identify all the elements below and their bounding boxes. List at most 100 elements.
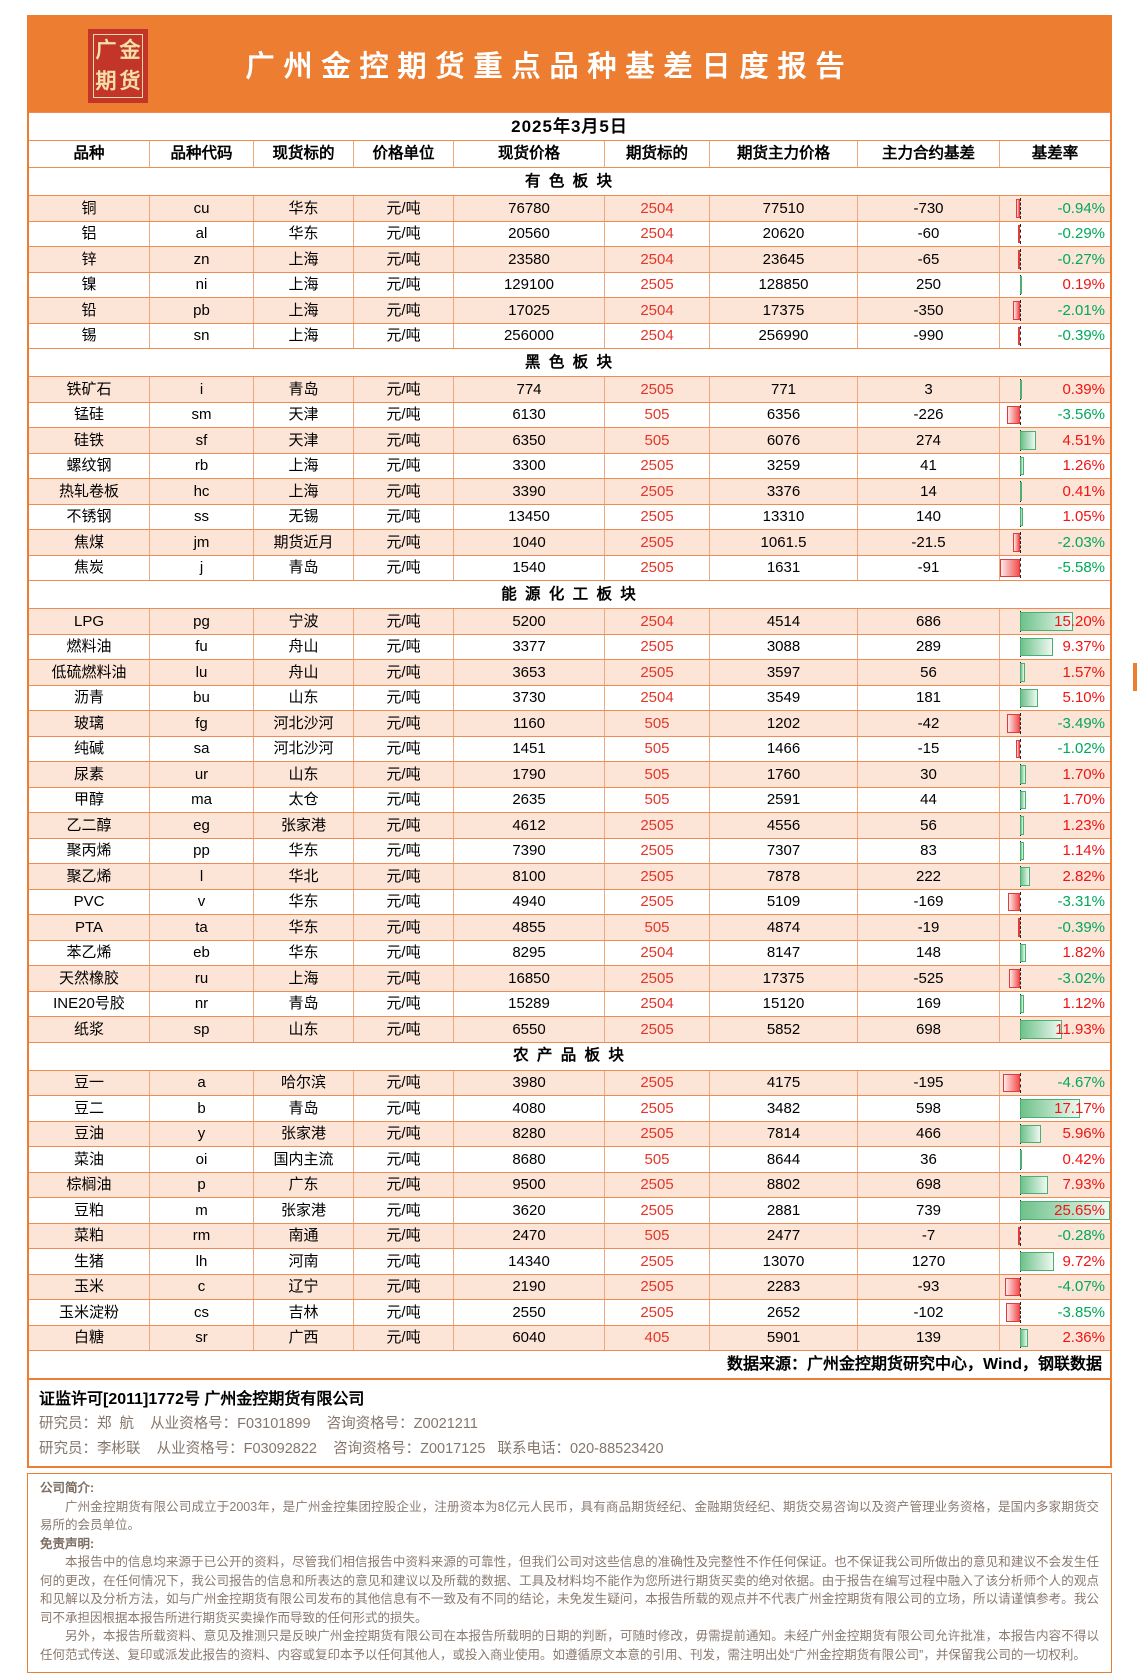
cell-basis-rate: 0.42% — [1000, 1147, 1110, 1172]
cell-variety: PVC — [29, 889, 150, 914]
table-row-nr: INE20号胶 nr 青岛 元/吨 15289 2504 15120 169 1.12% — [29, 990, 1110, 1016]
cell-variety: 菜粕 — [29, 1223, 150, 1248]
cell-variety-code: fg — [150, 711, 254, 736]
cell-spot-price: 7390 — [454, 838, 605, 863]
cell-variety: 锌 — [29, 247, 150, 272]
cell-variety: 低硫燃料油 — [29, 660, 150, 685]
cell-basis-rate: -2.01% — [1000, 298, 1110, 323]
cell-variety-code: al — [150, 221, 254, 246]
cell-spot-price: 6130 — [454, 402, 605, 427]
cell-spot-target: 舟山 — [254, 634, 354, 659]
cell-variety: 豆一 — [29, 1070, 150, 1095]
cell-price-unit: 元/吨 — [354, 196, 454, 221]
cell-basis: 466 — [858, 1121, 1000, 1146]
cell-basis: 274 — [858, 428, 1000, 453]
cell-futures-price: 8644 — [710, 1147, 858, 1172]
cell-futures-price: 5109 — [710, 889, 858, 914]
cell-variety-code: sn — [150, 323, 254, 348]
cell-variety-code: c — [150, 1274, 254, 1299]
cell-price-unit: 元/吨 — [354, 504, 454, 529]
positive-rate-bar — [1019, 790, 1026, 809]
cell-basis: 41 — [858, 453, 1000, 478]
basis-rate-value: -0.39% — [1057, 918, 1105, 936]
cell-basis: -21.5 — [858, 530, 1000, 555]
basis-rate-value: 1.70% — [1062, 791, 1105, 809]
section-header-有色板块: 有 色 板 块 — [29, 167, 1110, 195]
cell-spot-price: 1040 — [454, 530, 605, 555]
cell-variety-code: hc — [150, 479, 254, 504]
cell-futures-contract: 2504 — [605, 685, 710, 710]
cell-futures-price: 2881 — [710, 1198, 858, 1223]
basis-rate-value: 2.82% — [1062, 867, 1105, 885]
data-bar-axis — [1019, 249, 1021, 270]
cell-basis-rate: 1.57% — [1000, 660, 1110, 685]
table-row-sm: 锰硅 sm 天津 元/吨 6130 505 6356 -226 -3.56% — [29, 401, 1110, 427]
cell-basis-rate: 5.10% — [1000, 686, 1110, 711]
cell-basis: 739 — [858, 1198, 1000, 1223]
cell-spot-price: 3300 — [454, 453, 605, 478]
cell-basis-rate: 9.37% — [1000, 635, 1110, 660]
cell-basis: 598 — [858, 1096, 1000, 1121]
table-row-i: 铁矿石 i 青岛 元/吨 774 2505 771 3 0.39% — [29, 376, 1110, 402]
negative-rate-bar — [1017, 250, 1020, 269]
cell-futures-contract: 2505 — [605, 1249, 710, 1274]
positive-rate-bar — [1019, 1099, 1081, 1118]
basis-rate-value: 1.05% — [1062, 508, 1105, 526]
cell-basis-rate: -3.85% — [1000, 1300, 1110, 1325]
table-row-p: 棕榈油 p 广东 元/吨 9500 2505 8802 698 7.93% — [29, 1171, 1110, 1197]
cell-spot-target: 宁波 — [254, 609, 354, 634]
table-row-oi: 菜油 oi 国内主流 元/吨 8680 505 8644 36 0.42% — [29, 1146, 1110, 1172]
cell-futures-contract: 2504 — [605, 196, 710, 221]
basis-rate-value: 2.36% — [1062, 1329, 1105, 1347]
cell-basis-rate: 9.72% — [1000, 1249, 1110, 1274]
cell-basis: -990 — [858, 323, 1000, 348]
cell-futures-price: 1466 — [710, 736, 858, 761]
cell-variety: 天然橡胶 — [29, 966, 150, 991]
cell-variety: 甲醇 — [29, 787, 150, 812]
negative-rate-bar — [1007, 405, 1020, 424]
negative-rate-bar — [1016, 739, 1020, 758]
cell-futures-price: 3482 — [710, 1096, 858, 1121]
negative-rate-bar — [1009, 969, 1020, 988]
basis-rate-value: -3.56% — [1057, 406, 1105, 424]
positive-rate-bar — [1019, 482, 1022, 501]
table-row-pb: 铅 pb 上海 元/吨 17025 2504 17375 -350 -2.01% — [29, 297, 1110, 323]
cell-spot-price: 3377 — [454, 634, 605, 659]
cell-futures-price: 2591 — [710, 787, 858, 812]
cell-variety: 白糖 — [29, 1325, 150, 1350]
cell-basis: -525 — [858, 966, 1000, 991]
cell-spot-price: 1160 — [454, 711, 605, 736]
cell-price-unit: 元/吨 — [354, 889, 454, 914]
cell-variety-code: rm — [150, 1223, 254, 1248]
cell-futures-price: 7307 — [710, 838, 858, 863]
cell-spot-price: 4080 — [454, 1096, 605, 1121]
basis-rate-value: 1.12% — [1062, 995, 1105, 1013]
cell-basis: -91 — [858, 555, 1000, 580]
table-row-l: 聚乙烯 l 华北 元/吨 8100 2505 7878 222 2.82% — [29, 863, 1110, 889]
cell-spot-target: 张家港 — [254, 813, 354, 838]
basis-rate-value: -5.58% — [1057, 559, 1105, 577]
basis-rate-value: 1.14% — [1062, 842, 1105, 860]
basis-rate-value: 15.20% — [1054, 612, 1105, 630]
cell-spot-price: 2550 — [454, 1300, 605, 1325]
cell-variety: 铁矿石 — [29, 377, 150, 402]
cell-basis: 83 — [858, 838, 1000, 863]
cell-basis: 140 — [858, 504, 1000, 529]
cell-price-unit: 元/吨 — [354, 530, 454, 555]
cell-futures-price: 77510 — [710, 196, 858, 221]
cell-variety: 纯碱 — [29, 736, 150, 761]
cell-basis: -60 — [858, 221, 1000, 246]
cell-futures-contract: 2504 — [605, 247, 710, 272]
cell-spot-price: 2635 — [454, 787, 605, 812]
basis-rate-value: 1.57% — [1062, 663, 1105, 681]
cell-futures-contract: 2505 — [605, 889, 710, 914]
cell-basis-rate: 0.41% — [1000, 479, 1110, 504]
cell-futures-price: 3597 — [710, 660, 858, 685]
negative-rate-bar — [1016, 199, 1020, 218]
cell-variety: 镍 — [29, 272, 150, 297]
basis-rate-value: 5.10% — [1062, 689, 1105, 707]
cell-spot-price: 4612 — [454, 813, 605, 838]
basis-rate-value: -0.94% — [1057, 199, 1105, 217]
positive-rate-bar — [1019, 1328, 1028, 1347]
cell-spot-target: 华东 — [254, 196, 354, 221]
